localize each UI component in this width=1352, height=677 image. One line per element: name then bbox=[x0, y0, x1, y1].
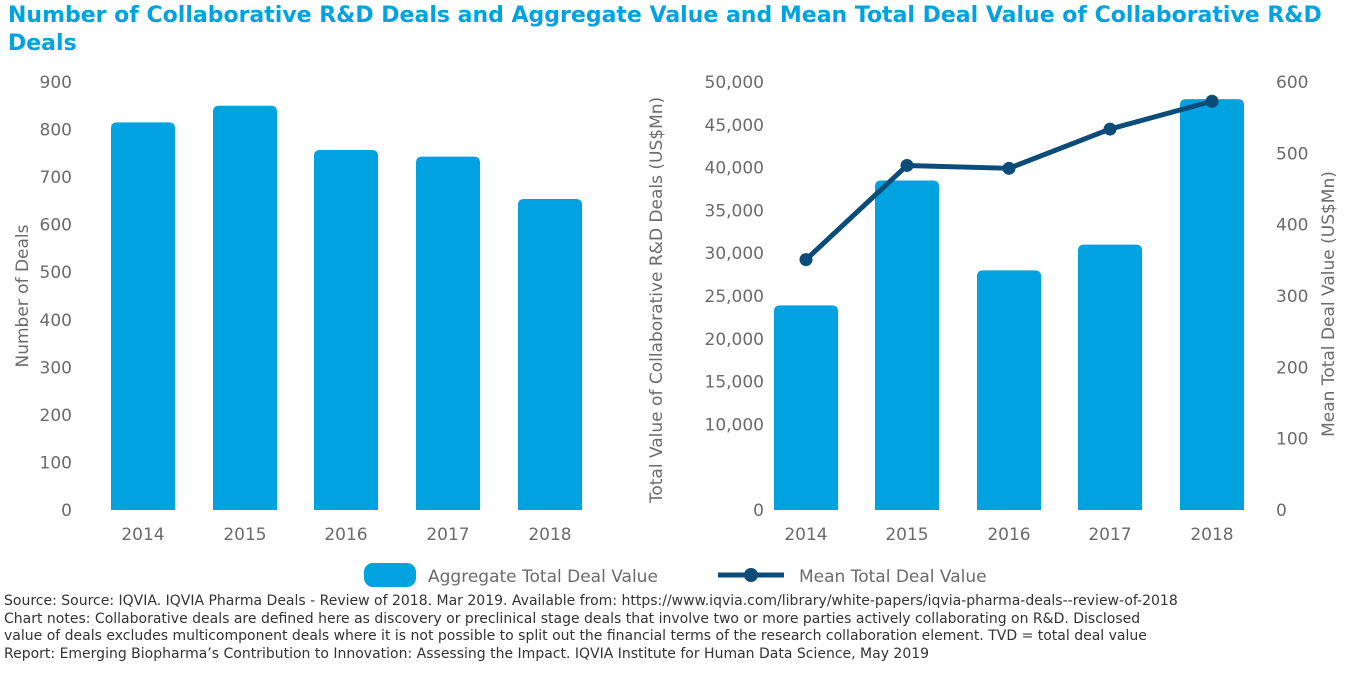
mean-value-point-2017 bbox=[1103, 122, 1117, 136]
bar-2018 bbox=[518, 198, 582, 510]
mean-value-point-2018 bbox=[1205, 94, 1219, 108]
left-y-tick-label-40-000: 40,000 bbox=[705, 159, 764, 179]
source-note: Source: Source: IQVIA. IQVIA Pharma Deal… bbox=[4, 593, 1178, 609]
y-tick-label-0: 0 bbox=[61, 501, 72, 521]
mean-value-line bbox=[804, 98, 1213, 262]
charts-canvas: 0 100 200 300 400 500 600 700 800 900 Number of De… bbox=[13, 73, 1339, 587]
right-y-tick-label-0: 0 bbox=[1276, 501, 1287, 521]
value-bar-2015 bbox=[875, 180, 939, 510]
x-tick-label-2016: 2016 bbox=[987, 525, 1030, 545]
chart-notes-line-2: value of deals excludes multicomponent d… bbox=[4, 628, 1147, 644]
left-y-tick-label-0: 0 bbox=[753, 501, 764, 521]
left-y-tick-label-35-000: 35,000 bbox=[705, 201, 764, 221]
y-tick-label-500: 500 bbox=[40, 263, 72, 283]
value-bar-2018 bbox=[1180, 99, 1244, 511]
x-tick-label-2018: 2018 bbox=[528, 525, 571, 545]
right-y-axis-title: Mean Total Deal Value (US$Mn) bbox=[1319, 171, 1339, 437]
mean-value-point-2015 bbox=[900, 158, 914, 172]
x-tick-label-2015: 2015 bbox=[885, 525, 928, 545]
bar-2015 bbox=[213, 105, 277, 511]
value-bar-2014 bbox=[774, 305, 838, 510]
right-y-tick-label-600: 600 bbox=[1276, 73, 1308, 93]
legend: Aggregate Total Deal Value Mean Total De… bbox=[364, 563, 987, 587]
y-tick-label-200: 200 bbox=[40, 406, 72, 426]
y-tick-label-800: 800 bbox=[40, 121, 72, 141]
left-y-tick-label-45-000: 45,000 bbox=[705, 116, 764, 136]
legend-line-label: Mean Total Deal Value bbox=[799, 567, 987, 587]
report-note: Report: Emerging Biopharma’s Contributio… bbox=[4, 645, 930, 662]
left-y-tick-label-10-000: 10,000 bbox=[705, 415, 764, 435]
y-tick-label-900: 900 bbox=[40, 73, 72, 93]
left-y-tick-label-50-000: 50,000 bbox=[705, 73, 764, 93]
chart-notes-line-1: Chart notes: Collaborative deals are def… bbox=[4, 610, 1141, 627]
x-tick-label-2016: 2016 bbox=[324, 525, 367, 545]
mean-value-point-2014 bbox=[799, 253, 813, 267]
left-y-tick-label-30-000: 30,000 bbox=[705, 244, 764, 264]
legend-bar-swatch bbox=[364, 563, 416, 587]
x-tick-label-2014: 2014 bbox=[784, 525, 827, 545]
x-tick-label-2017: 2017 bbox=[426, 525, 469, 545]
x-tick-label-2017: 2017 bbox=[1088, 525, 1131, 545]
y-tick-label-300: 300 bbox=[40, 358, 72, 378]
y-axis-title: Number of Deals bbox=[13, 224, 33, 367]
left-y-tick-label-15-000: 15,000 bbox=[705, 373, 764, 393]
right-y-tick-label-200: 200 bbox=[1276, 358, 1308, 378]
x-tick-label-2014: 2014 bbox=[121, 525, 164, 545]
chart-title: Number of Collaborative R&D Deals and Ag… bbox=[8, 3, 1322, 56]
deals-count-chart: 0 100 200 300 400 500 600 700 800 900 Number of De… bbox=[13, 73, 582, 545]
y-tick-label-100: 100 bbox=[40, 453, 72, 473]
x-tick-label-2018: 2018 bbox=[1190, 525, 1233, 545]
bar-2014 bbox=[111, 122, 175, 510]
right-y-tick-label-100: 100 bbox=[1276, 430, 1308, 450]
bar-2016 bbox=[314, 150, 378, 510]
left-y-tick-label-25-000: 25,000 bbox=[705, 287, 764, 307]
right-y-tick-label-500: 500 bbox=[1276, 144, 1308, 164]
value-bar-2017 bbox=[1078, 244, 1142, 510]
right-y-tick-label-400: 400 bbox=[1276, 216, 1308, 236]
right-y-tick-label-300: 300 bbox=[1276, 287, 1308, 307]
legend-bar-label: Aggregate Total Deal Value bbox=[428, 567, 658, 587]
left-y-axis-title: Total Value of Collaborative R&D Deals (… bbox=[647, 97, 667, 504]
left-y-tick-label-20-000: 20,000 bbox=[705, 330, 764, 350]
bar-2017 bbox=[416, 156, 480, 510]
deal-value-chart: 0 10,000 15,000 20,000 25,000 30,000 35,000 40,… bbox=[647, 73, 1339, 545]
value-bar-2016 bbox=[977, 270, 1041, 510]
y-tick-label-400: 400 bbox=[40, 311, 72, 331]
y-tick-label-600: 600 bbox=[40, 216, 72, 236]
legend-line-marker bbox=[744, 568, 758, 582]
footnotes: Source: Source: IQVIA. IQVIA Pharma Deal… bbox=[4, 593, 1350, 663]
mean-value-point-2016 bbox=[1002, 161, 1016, 175]
x-tick-label-2015: 2015 bbox=[223, 525, 266, 545]
y-tick-label-700: 700 bbox=[40, 168, 72, 188]
